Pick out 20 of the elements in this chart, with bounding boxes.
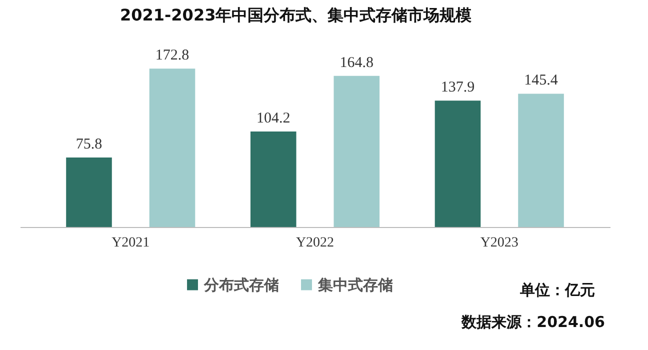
data-label: 104.2: [256, 110, 290, 126]
data-label: 137.9: [440, 80, 475, 96]
legend-label: 集中式存储: [317, 276, 393, 294]
data-label: 75.8: [76, 136, 102, 153]
bar: [434, 100, 481, 227]
x-tick-label: Y2022: [296, 236, 334, 250]
text: 单位：亿元: [519, 281, 595, 299]
data-label: 145.4: [524, 72, 558, 89]
bar: [66, 158, 112, 227]
data-label: 164.8: [340, 54, 374, 71]
x-tick-label: Y2021: [112, 236, 150, 250]
data-label: 172.8: [155, 48, 190, 64]
bar: [518, 94, 564, 227]
bar: [149, 68, 196, 227]
bar: [334, 76, 380, 227]
chart-title: 2021-2023年中国分布式、集中式存储市场规模: [120, 6, 472, 25]
legend-label: 分布式存储: [203, 276, 279, 294]
x-tick-label: Y2023: [480, 236, 518, 250]
source-note: 数据来源：2024.06: [460, 313, 605, 331]
bar: [250, 131, 296, 227]
